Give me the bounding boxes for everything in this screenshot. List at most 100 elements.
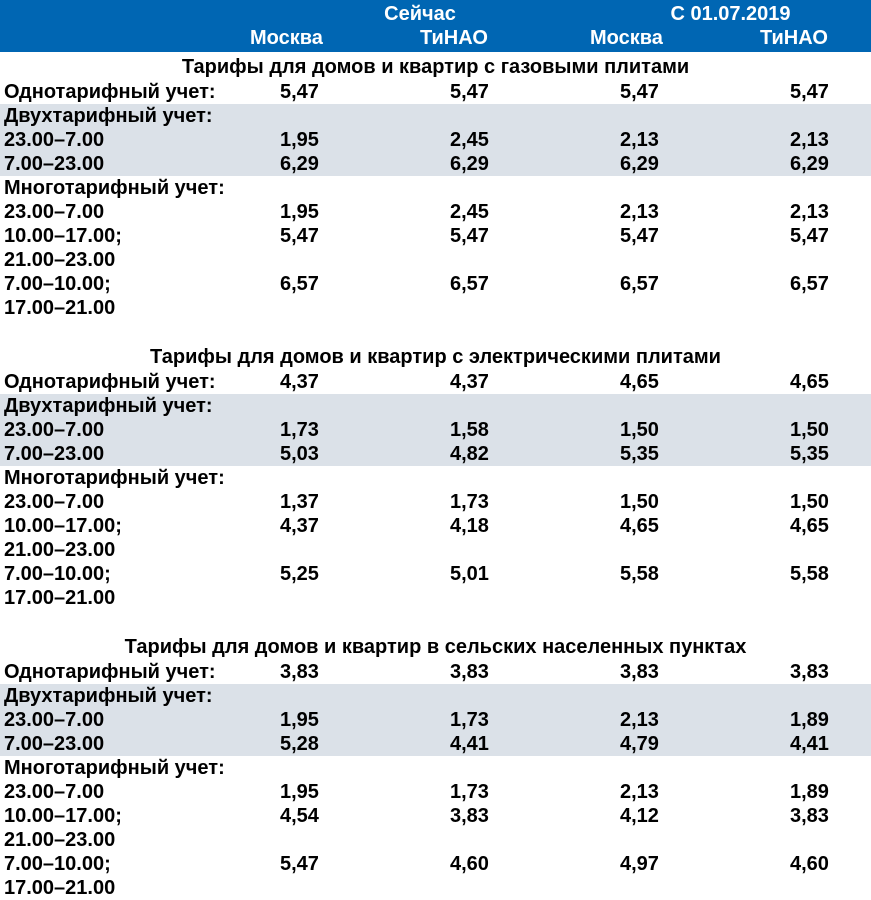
row-value: 1,58 xyxy=(420,418,590,442)
row-value: 6,57 xyxy=(590,272,760,296)
row-label: 17.00–21.00 xyxy=(0,876,250,900)
row-value xyxy=(420,828,590,852)
table-row: Многотарифный учет: xyxy=(0,756,871,780)
row-label: 7.00–23.00 xyxy=(0,152,250,176)
row-label: 23.00–7.00 xyxy=(0,418,250,442)
row-value xyxy=(760,876,871,900)
header-columns-row: Москва ТиНАО Москва ТиНАО xyxy=(0,26,871,52)
row-label: 10.00–17.00; xyxy=(0,514,250,538)
row-value xyxy=(590,586,760,610)
row-value xyxy=(420,586,590,610)
row-value: 6,29 xyxy=(420,152,590,176)
row-value: 1,50 xyxy=(590,418,760,442)
row-value xyxy=(250,466,420,490)
row-value xyxy=(760,538,871,562)
row-value: 5,35 xyxy=(760,442,871,466)
row-value xyxy=(250,586,420,610)
row-value: 4,97 xyxy=(590,852,760,876)
table-row: Двухтарифный учет: xyxy=(0,394,871,418)
row-label: 23.00–7.00 xyxy=(0,490,250,514)
row-value: 5,47 xyxy=(250,80,420,104)
row-label: Многотарифный учет: xyxy=(0,466,250,490)
table-row: 23.00–7.001,371,731,501,50 xyxy=(0,490,871,514)
row-value xyxy=(250,176,420,200)
row-value xyxy=(760,296,871,320)
row-value xyxy=(590,756,760,780)
row-value xyxy=(760,828,871,852)
row-value: 5,28 xyxy=(250,732,420,756)
row-value: 5,47 xyxy=(760,224,871,248)
section-title-row: Тарифы для домов и квартир в сельских на… xyxy=(0,632,871,660)
row-value xyxy=(590,248,760,272)
row-value: 1,95 xyxy=(250,200,420,224)
row-value: 3,83 xyxy=(590,660,760,684)
row-label: 10.00–17.00; xyxy=(0,224,250,248)
row-label: 7.00–10.00; xyxy=(0,272,250,296)
tariff-table: Сейчас С 01.07.2019 Москва ТиНАО Москва … xyxy=(0,0,871,900)
row-value xyxy=(250,296,420,320)
row-value: 4,12 xyxy=(590,804,760,828)
table-row: 21.00–23.00 xyxy=(0,248,871,272)
row-value: 1,73 xyxy=(420,708,590,732)
row-label: 17.00–21.00 xyxy=(0,296,250,320)
table-row: 23.00–7.001,952,452,132,13 xyxy=(0,128,871,152)
table-row: 10.00–17.00;4,543,834,123,83 xyxy=(0,804,871,828)
table-row: 7.00–10.00;6,576,576,576,57 xyxy=(0,272,871,296)
row-value: 4,60 xyxy=(760,852,871,876)
section-spacer xyxy=(0,320,871,342)
row-value: 4,79 xyxy=(590,732,760,756)
row-value: 5,47 xyxy=(420,224,590,248)
table-row: Многотарифный учет: xyxy=(0,466,871,490)
row-value: 4,60 xyxy=(420,852,590,876)
row-label: Двухтарифный учет: xyxy=(0,684,250,708)
table-row: 23.00–7.001,951,732,131,89 xyxy=(0,708,871,732)
row-value: 4,37 xyxy=(250,370,420,394)
row-value: 2,45 xyxy=(420,200,590,224)
table-row: 21.00–23.00 xyxy=(0,538,871,562)
row-value xyxy=(760,466,871,490)
row-value xyxy=(420,756,590,780)
row-label: Многотарифный учет: xyxy=(0,756,250,780)
row-value xyxy=(590,176,760,200)
table-row: 7.00–10.00;5,474,604,974,60 xyxy=(0,852,871,876)
row-value xyxy=(250,684,420,708)
row-value: 6,57 xyxy=(250,272,420,296)
row-value: 3,83 xyxy=(250,660,420,684)
row-label: Двухтарифный учет: xyxy=(0,104,250,128)
row-value: 5,01 xyxy=(420,562,590,586)
row-value: 1,50 xyxy=(590,490,760,514)
row-value xyxy=(760,756,871,780)
row-value: 5,47 xyxy=(250,224,420,248)
row-value xyxy=(420,466,590,490)
section-title: Тарифы для домов и квартир с газовыми пл… xyxy=(0,52,871,80)
row-value xyxy=(760,394,871,418)
table-row: 7.00–10.00;5,255,015,585,58 xyxy=(0,562,871,586)
section-title-row: Тарифы для домов и квартир с электрическ… xyxy=(0,342,871,370)
row-value: 4,65 xyxy=(590,370,760,394)
table-row: Однотарифный учет:3,833,833,833,83 xyxy=(0,660,871,684)
row-value xyxy=(760,248,871,272)
row-value xyxy=(760,586,871,610)
table-row: Однотарифный учет:5,475,475,475,47 xyxy=(0,80,871,104)
row-value: 1,95 xyxy=(250,780,420,804)
section-spacer xyxy=(0,610,871,632)
row-value xyxy=(420,176,590,200)
table-row: Двухтарифный учет: xyxy=(0,684,871,708)
row-value: 5,47 xyxy=(250,852,420,876)
row-value xyxy=(250,394,420,418)
row-value: 4,18 xyxy=(420,514,590,538)
row-value xyxy=(590,296,760,320)
row-value: 4,37 xyxy=(250,514,420,538)
table-row: 7.00–23.005,034,825,355,35 xyxy=(0,442,871,466)
row-value: 3,83 xyxy=(420,804,590,828)
row-value: 4,65 xyxy=(760,370,871,394)
row-label: 7.00–23.00 xyxy=(0,442,250,466)
table-row: 23.00–7.001,731,581,501,50 xyxy=(0,418,871,442)
row-value: 1,37 xyxy=(250,490,420,514)
row-label: 23.00–7.00 xyxy=(0,780,250,804)
row-value xyxy=(590,684,760,708)
row-value xyxy=(250,538,420,562)
row-value: 1,73 xyxy=(420,780,590,804)
row-value: 2,13 xyxy=(590,200,760,224)
row-value xyxy=(760,104,871,128)
